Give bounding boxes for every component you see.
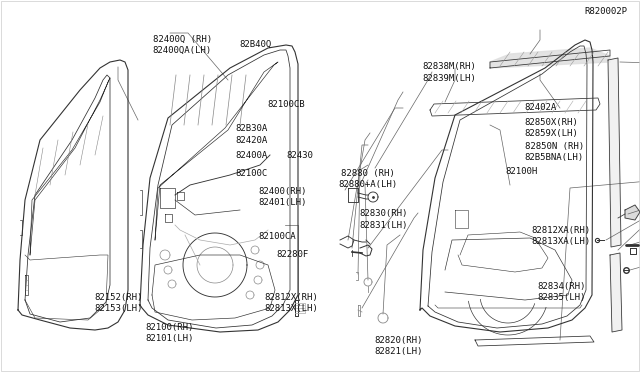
Polygon shape <box>490 48 610 68</box>
Polygon shape <box>608 58 621 247</box>
Text: 82850X(RH)
82859X(LH): 82850X(RH) 82859X(LH) <box>525 118 579 138</box>
Text: 82152(RH)
82153(LH): 82152(RH) 82153(LH) <box>94 293 143 313</box>
Text: 82834(RH)
82835(LH): 82834(RH) 82835(LH) <box>538 282 586 302</box>
Text: 82B30A: 82B30A <box>236 124 268 133</box>
Text: 82B40Q: 82B40Q <box>240 40 272 49</box>
Text: 82402A: 82402A <box>525 103 557 112</box>
Text: 82830(RH)
82831(LH): 82830(RH) 82831(LH) <box>360 209 408 230</box>
Text: 82400(RH)
82401(LH): 82400(RH) 82401(LH) <box>258 187 307 207</box>
Text: 82100CA: 82100CA <box>258 232 296 241</box>
Text: 82400Q (RH)
82400QA(LH): 82400Q (RH) 82400QA(LH) <box>153 35 212 55</box>
Text: 82880 (RH)
82880+A(LH): 82880 (RH) 82880+A(LH) <box>339 169 397 189</box>
Text: 82812XA(RH)
82813XA(LH): 82812XA(RH) 82813XA(LH) <box>531 226 590 246</box>
Text: 82812X(RH)
82813X(LH): 82812X(RH) 82813X(LH) <box>264 293 318 313</box>
Text: 82100H: 82100H <box>506 167 538 176</box>
Text: 82850N (RH)
82B5BNA(LH): 82850N (RH) 82B5BNA(LH) <box>525 142 584 162</box>
Text: 82420A: 82420A <box>236 136 268 145</box>
Polygon shape <box>610 253 622 332</box>
Text: 82400A: 82400A <box>236 151 268 160</box>
Text: 82280F: 82280F <box>276 250 308 259</box>
Text: R820002P: R820002P <box>584 7 627 16</box>
Text: 82100C: 82100C <box>236 169 268 178</box>
Text: 82430: 82430 <box>287 151 314 160</box>
Polygon shape <box>625 205 640 220</box>
Text: 82100(RH)
82101(LH): 82100(RH) 82101(LH) <box>145 323 194 343</box>
Text: 82838M(RH)
82839M(LH): 82838M(RH) 82839M(LH) <box>422 62 476 83</box>
Text: 82100CB: 82100CB <box>268 100 305 109</box>
Text: 82820(RH)
82821(LH): 82820(RH) 82821(LH) <box>374 336 422 356</box>
